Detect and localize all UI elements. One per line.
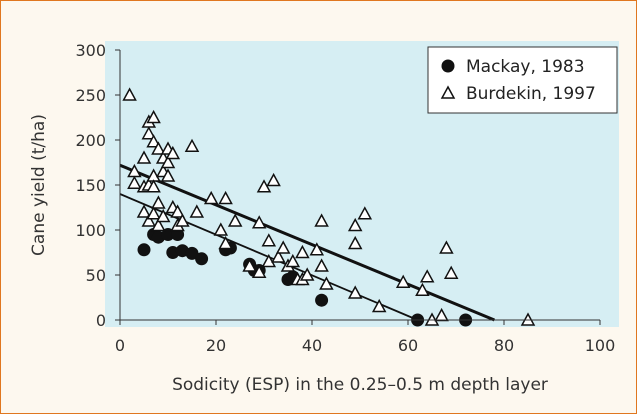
data-point-burdekin bbox=[189, 204, 205, 218]
data-point-mackay bbox=[166, 246, 180, 259]
data-point-burdekin bbox=[122, 87, 137, 101]
axes bbox=[115, 49, 601, 325]
x-tick-label: 20 bbox=[206, 336, 226, 355]
data-point-burdekin bbox=[347, 217, 363, 232]
data-point-burdekin bbox=[146, 179, 161, 193]
data-point-burdekin bbox=[314, 213, 329, 227]
data-point-burdekin bbox=[251, 264, 267, 279]
data-point-burdekin bbox=[261, 233, 277, 247]
data-point-burdekin bbox=[227, 213, 243, 227]
data-point-burdekin bbox=[151, 195, 166, 209]
data-point-burdekin bbox=[141, 126, 157, 140]
legend-marker-mackay bbox=[441, 59, 455, 73]
legend: Mackay, 1983 Burdekin, 1997 bbox=[427, 46, 618, 114]
y-tick-label: 100 bbox=[75, 221, 106, 240]
data-point-burdekin bbox=[371, 298, 387, 313]
data-point-burdekin bbox=[213, 222, 229, 236]
x-tick-label: 80 bbox=[494, 336, 514, 355]
legend-box bbox=[427, 46, 618, 114]
data-point-burdekin bbox=[357, 206, 373, 220]
data-point-burdekin bbox=[309, 242, 325, 256]
data-point-burdekin bbox=[419, 269, 435, 283]
data-point-burdekin bbox=[203, 190, 219, 205]
data-point-burdekin bbox=[160, 168, 176, 182]
data-point-burdekin bbox=[175, 213, 190, 227]
legend-triangle bbox=[440, 85, 456, 99]
data-point-burdekin bbox=[347, 235, 363, 250]
legend-marker-burdekin bbox=[440, 85, 456, 99]
trend-line-1 bbox=[119, 163, 495, 322]
data-point-burdekin bbox=[151, 141, 166, 155]
data-point-burdekin bbox=[251, 215, 267, 229]
data-point-burdekin bbox=[415, 282, 430, 297]
data-point-burdekin bbox=[271, 249, 286, 263]
data-point-burdekin bbox=[314, 258, 329, 272]
data-point-burdekin bbox=[170, 204, 185, 218]
data-point-burdekin bbox=[347, 285, 363, 299]
x-axis-label: Sodicity (ESP) in the 0.25–0.5 m depth l… bbox=[172, 375, 548, 395]
data-point-burdekin bbox=[295, 244, 310, 259]
x-tick-label: 40 bbox=[302, 336, 322, 355]
data-point-mackay bbox=[195, 252, 209, 266]
data-point-burdekin bbox=[155, 208, 171, 223]
data-point-burdekin bbox=[136, 204, 152, 218]
data-point-burdekin bbox=[242, 258, 257, 272]
legend-label-mackay: Mackay, 1983 bbox=[466, 57, 585, 77]
y-tick-label: 150 bbox=[75, 176, 106, 195]
data-point-burdekin bbox=[136, 150, 152, 164]
data-point-burdekin bbox=[439, 240, 454, 254]
y-tick-label: 300 bbox=[75, 41, 106, 60]
data-point-burdekin bbox=[256, 179, 272, 193]
data-point-mackay bbox=[315, 293, 329, 307]
data-points bbox=[122, 87, 536, 327]
x-tick-label: 60 bbox=[398, 336, 418, 355]
data-point-burdekin bbox=[299, 267, 315, 281]
data-point-mackay bbox=[185, 246, 199, 260]
y-tick-label: 50 bbox=[86, 266, 106, 285]
y-axis-label: Cane yield (t/ha) bbox=[29, 114, 49, 256]
data-point-burdekin bbox=[266, 172, 281, 187]
data-point-burdekin bbox=[146, 134, 161, 148]
data-point-burdekin bbox=[184, 138, 200, 153]
data-point-burdekin bbox=[285, 253, 301, 268]
data-point-burdekin bbox=[218, 190, 233, 205]
data-point-burdekin bbox=[141, 213, 157, 227]
data-point-burdekin bbox=[261, 253, 277, 268]
data-point-burdekin bbox=[146, 109, 161, 124]
y-tick-label: 0 bbox=[96, 311, 106, 330]
data-point-burdekin bbox=[395, 274, 411, 288]
data-point-burdekin bbox=[275, 240, 291, 254]
data-point-burdekin bbox=[165, 145, 181, 160]
x-tick-label: 100 bbox=[585, 336, 616, 355]
legend-label-burdekin: Burdekin, 1997 bbox=[466, 84, 596, 104]
data-point-burdekin bbox=[443, 265, 459, 279]
data-point-burdekin bbox=[127, 175, 142, 189]
data-point-burdekin bbox=[218, 235, 233, 250]
data-point-burdekin bbox=[319, 276, 334, 290]
data-point-burdekin bbox=[151, 217, 166, 232]
data-point-mackay bbox=[137, 243, 151, 257]
y-tick-label: 200 bbox=[75, 131, 106, 150]
data-point-burdekin bbox=[160, 154, 176, 169]
legend-dot bbox=[441, 59, 455, 73]
tick-labels: 0 20 40 60 80 100 0 50 100 150 200 250 300 bbox=[75, 41, 615, 355]
x-tick-label: 0 bbox=[115, 336, 125, 355]
y-tick-label: 250 bbox=[75, 86, 106, 105]
data-point-burdekin bbox=[146, 206, 161, 220]
